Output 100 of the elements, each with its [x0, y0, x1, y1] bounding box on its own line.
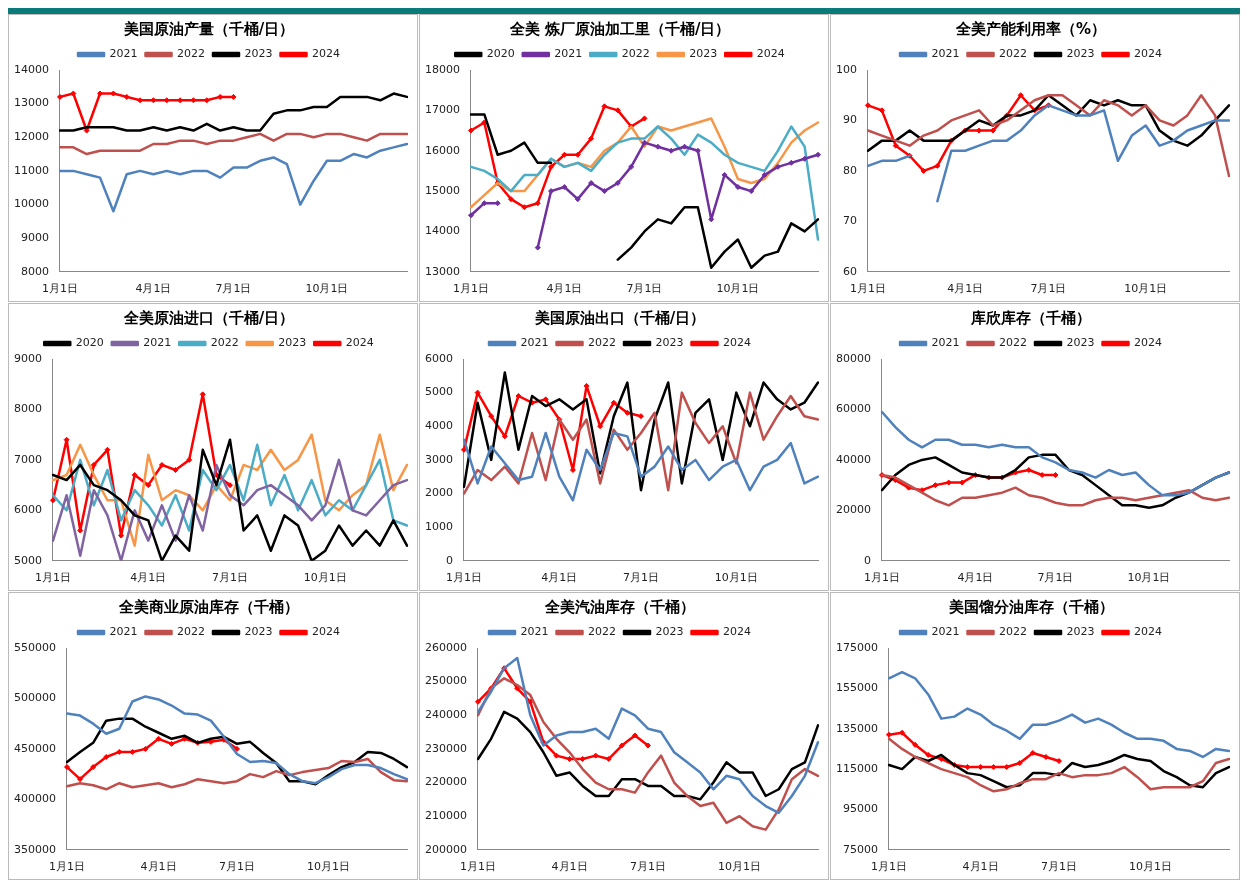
x-tick-label: 1月1日: [870, 860, 907, 874]
legend-label: 2021: [143, 336, 172, 350]
y-tick-label: 4000: [424, 419, 453, 433]
legend-label: 2022: [210, 336, 239, 350]
x-tick-label: 7月1日: [212, 571, 248, 585]
x-tick-label: 10月1日: [1124, 282, 1168, 296]
legend-label: 2024: [311, 625, 340, 639]
legend-label: 2023: [1066, 336, 1095, 350]
y-tick-label: 60000: [835, 402, 871, 416]
y-tick-label: 155000: [835, 681, 878, 695]
legend-label: 2023: [1066, 47, 1095, 61]
legend-label: 2023: [1066, 625, 1095, 639]
y-tick-label: 210000: [424, 809, 467, 823]
legend-label: 2023: [278, 336, 307, 350]
y-tick-label: 115000: [835, 761, 878, 775]
x-tick-label: 10月1日: [1129, 860, 1173, 874]
y-tick-label: 80000: [835, 351, 871, 365]
y-tick-label: 100: [836, 62, 857, 76]
legend-label: 2021: [109, 47, 138, 61]
y-tick-label: 60: [843, 264, 857, 278]
x-tick-label: 7月1日: [1041, 860, 1077, 874]
x-tick-label: 7月1日: [219, 860, 255, 874]
y-tick-label: 200000: [424, 842, 467, 856]
x-tick-label: 10月1日: [303, 571, 347, 585]
legend-label: 2022: [999, 47, 1028, 61]
legend-label: 2023: [689, 47, 718, 61]
y-tick-label: 2000: [424, 486, 453, 500]
chart-title: 全美产能利用率（%）: [954, 19, 1107, 38]
y-tick-label: 7000: [13, 452, 42, 466]
legend-label: 2020: [75, 336, 104, 350]
y-tick-label: 350000: [13, 842, 56, 856]
legend-label: 2022: [177, 47, 206, 61]
y-tick-label: 15000: [424, 183, 460, 197]
legend-label: 2021: [931, 47, 960, 61]
y-tick-label: 12000: [13, 130, 49, 144]
chart-title: 全美汽油库存（千桶）: [544, 597, 695, 616]
y-tick-label: 220000: [424, 775, 467, 789]
chart-title: 美国馏分油库存（千桶）: [947, 597, 1114, 616]
legend-label: 2021: [109, 625, 138, 639]
x-tick-label: 10月1日: [718, 860, 762, 874]
y-tick-label: 135000: [835, 721, 878, 735]
chart-title: 美国原油出口（千桶/日）: [533, 308, 706, 327]
legend-label: 2024: [1133, 47, 1162, 61]
x-tick-label: 1月1日: [459, 860, 496, 874]
x-tick-label: 1月1日: [41, 282, 78, 296]
legend-label: 2023: [655, 336, 684, 350]
chart-title: 全美商业原油库存（千桶）: [118, 597, 299, 616]
y-tick-label: 11000: [13, 163, 49, 177]
legend-label: 2024: [756, 47, 785, 61]
x-tick-label: 10月1日: [714, 571, 758, 585]
y-tick-label: 240000: [424, 708, 467, 722]
y-tick-label: 8000: [13, 402, 42, 416]
legend-label: 2024: [1133, 336, 1162, 350]
x-tick-label: 7月1日: [215, 282, 252, 296]
legend-label: 2021: [931, 336, 960, 350]
legend-label: 2021: [554, 47, 583, 61]
x-tick-label: 4月1日: [140, 860, 177, 874]
y-tick-label: 5000: [13, 553, 42, 567]
x-tick-label: 10月1日: [307, 860, 351, 874]
legend-label: 2024: [345, 336, 374, 350]
x-tick-label: 7月1日: [626, 282, 663, 296]
legend-label: 2022: [177, 625, 206, 639]
x-tick-label: 1月1日: [48, 860, 85, 874]
x-tick-label: 7月1日: [1030, 282, 1067, 296]
legend-label: 2021: [520, 336, 549, 350]
y-tick-label: 10000: [13, 197, 49, 211]
chart-title: 库欣库存（千桶）: [970, 308, 1091, 327]
x-tick-label: 1月1日: [850, 282, 886, 296]
y-tick-label: 14000: [13, 62, 49, 76]
y-tick-label: 14000: [424, 224, 460, 238]
chart-title: 全美原油进口（千桶/日）: [122, 308, 295, 327]
x-tick-label: 1月1日: [445, 571, 482, 585]
x-tick-label: 4月1日: [957, 571, 994, 585]
legend-label: 2023: [655, 625, 684, 639]
y-tick-label: 8000: [20, 264, 49, 278]
x-tick-label: 10月1日: [716, 282, 760, 296]
y-tick-label: 260000: [424, 640, 467, 654]
y-tick-label: 9000: [13, 351, 42, 365]
y-tick-label: 1000: [424, 520, 453, 534]
y-tick-label: 6000: [13, 503, 42, 517]
chart-title: 全美 炼厂原油加工里（千桶/日）: [508, 19, 731, 38]
y-tick-label: 13000: [424, 264, 460, 278]
legend-label: 2022: [999, 625, 1028, 639]
x-tick-label: 4月1日: [551, 860, 588, 874]
y-tick-label: 9000: [20, 231, 49, 245]
y-tick-label: 20000: [835, 503, 871, 517]
legend-label: 2021: [520, 625, 549, 639]
legend-label: 2022: [588, 336, 617, 350]
legend-label: 2023: [244, 625, 273, 639]
y-tick-label: 17000: [424, 103, 460, 117]
chart-title: 美国原油产量（千桶/日）: [122, 19, 295, 38]
y-tick-label: 400000: [13, 792, 56, 806]
x-tick-label: 4月1日: [135, 282, 172, 296]
x-tick-label: 7月1日: [1037, 571, 1074, 585]
x-tick-label: 1月1日: [34, 571, 71, 585]
y-tick-label: 250000: [424, 674, 467, 688]
y-tick-label: 70: [843, 214, 857, 228]
legend-label: 2024: [1133, 625, 1162, 639]
x-tick-label: 7月1日: [623, 571, 659, 585]
x-tick-label: 10月1日: [305, 282, 349, 296]
